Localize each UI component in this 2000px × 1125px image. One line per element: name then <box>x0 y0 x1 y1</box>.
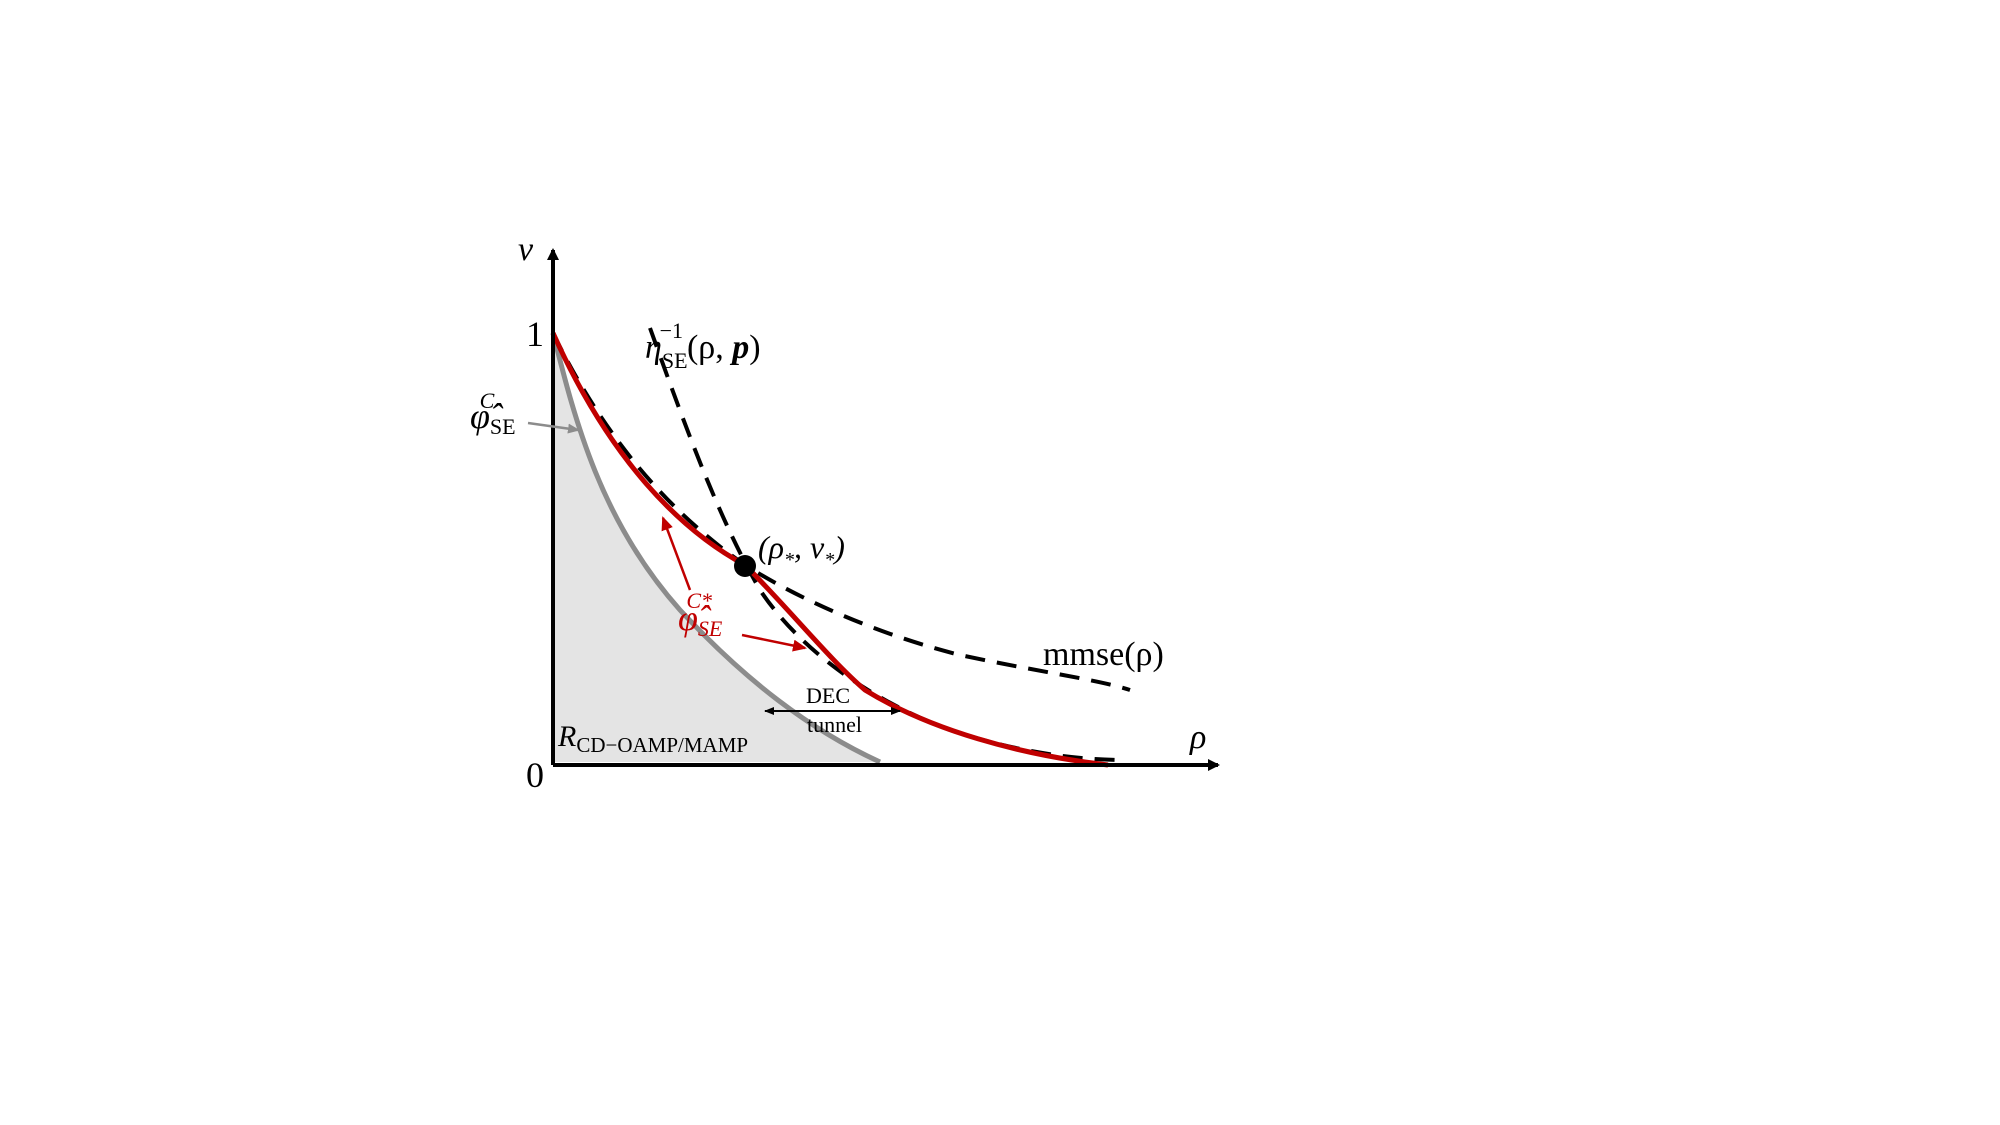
origin-tick: 0 <box>526 755 544 795</box>
phi-c-label: φ̂SEC <box>470 388 516 439</box>
eta-inverse-label: ηSE−1 (ρ, p) <box>645 318 761 373</box>
x-axis-label: ρ <box>1189 719 1206 756</box>
eta-inverse-curve <box>648 327 1126 762</box>
fixed-point-marker <box>734 555 756 577</box>
y-axis-label: v <box>518 231 534 268</box>
phi-c-star-curve <box>550 331 1109 768</box>
region-label: RCD−OAMP/MAMP <box>557 720 748 757</box>
achievable-region <box>553 333 880 762</box>
dec-tunnel-label-top: DEC <box>806 683 850 708</box>
phi-c-curve <box>550 332 882 765</box>
y-tick-one: 1 <box>526 314 544 354</box>
phi-c-arrow <box>527 421 580 434</box>
phi-c-star-arrow-lower <box>741 633 807 652</box>
fixed-point-label: (ρ*, v*) <box>758 529 845 571</box>
phi-c-star-arrow-upper <box>661 516 692 591</box>
mmse-label: mmse(ρ) <box>1043 636 1164 673</box>
dec-tunnel-label-bottom: tunnel <box>807 712 862 737</box>
phi-c-star-label: φ̂SEC* <box>678 588 723 641</box>
mmse-curve <box>551 332 1131 692</box>
